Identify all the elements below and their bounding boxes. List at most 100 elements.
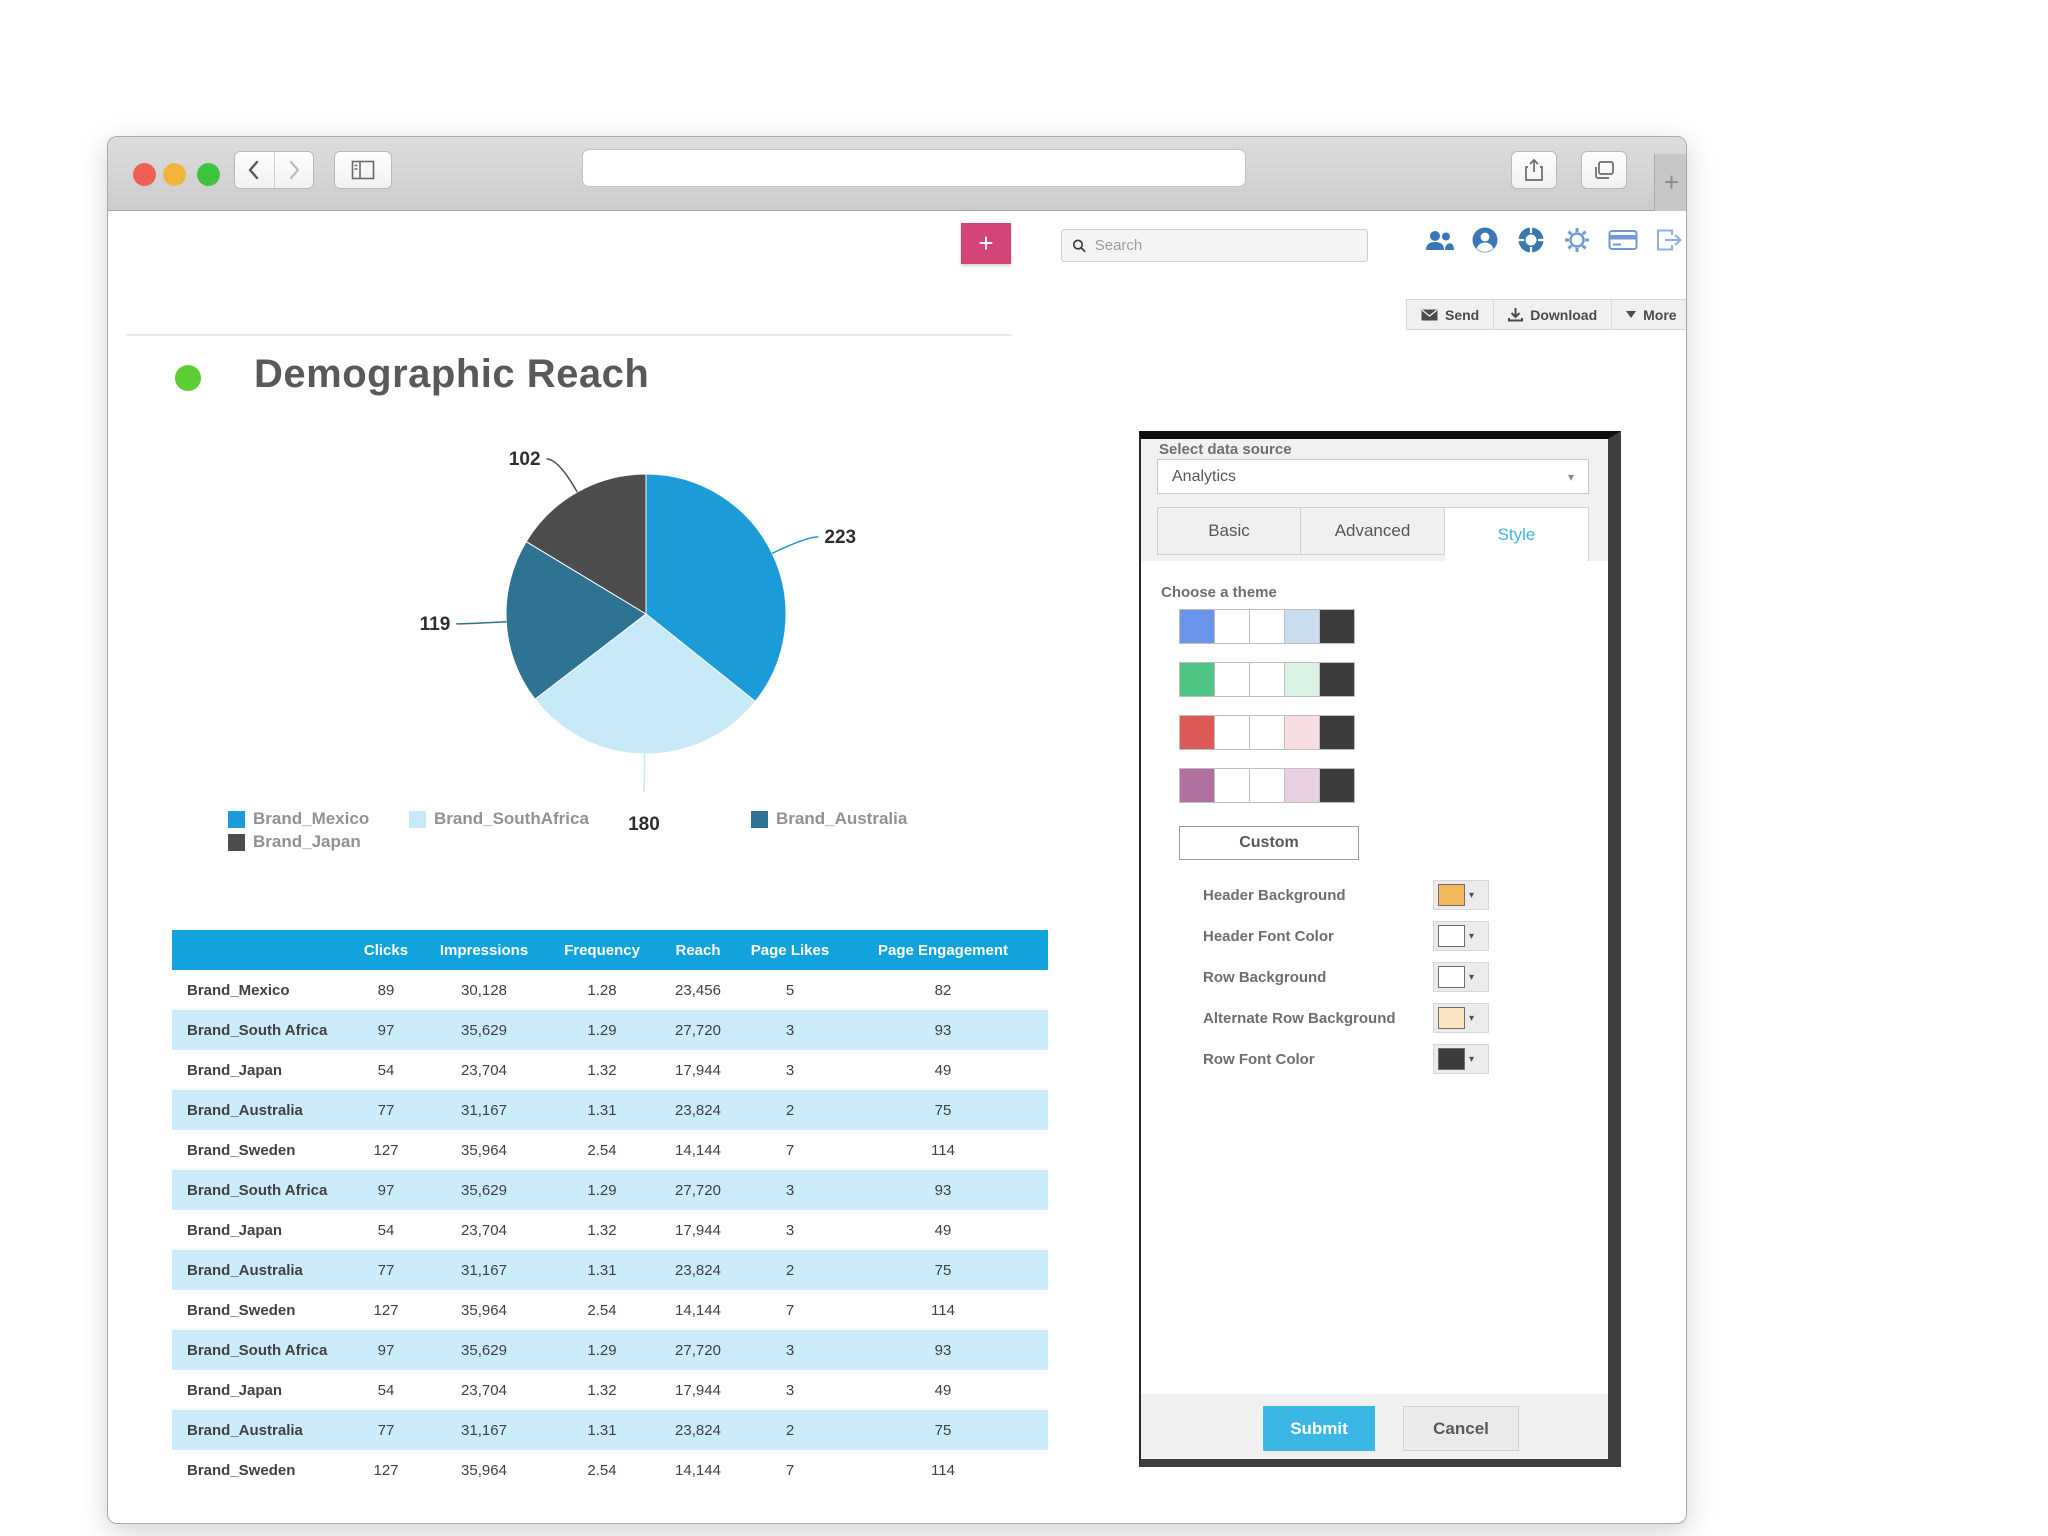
- download-icon: [1508, 308, 1524, 322]
- cancel-button[interactable]: Cancel: [1403, 1406, 1519, 1451]
- cell-value: 2.54: [587, 1461, 617, 1479]
- pie-data-label: 180: [628, 814, 660, 835]
- address-bar[interactable]: [582, 149, 1246, 187]
- download-button[interactable]: Download: [1493, 300, 1611, 329]
- more-label: More: [1643, 306, 1677, 323]
- cell-value: 35,629: [418, 1330, 550, 1370]
- row-label: Brand_South Africa: [172, 1010, 354, 1050]
- color-picker-header-background[interactable]: ▾: [1433, 880, 1489, 910]
- chevron-down-icon: ▾: [1469, 971, 1475, 983]
- tab-advanced[interactable]: Advanced: [1301, 507, 1445, 555]
- picker-row: Header Background ▾: [1141, 879, 1608, 920]
- legend-item-Brand_SouthAfrica[interactable]: Brand_SouthAfrica: [409, 809, 589, 829]
- cell-value: 75: [838, 1410, 1048, 1450]
- settings-gear-icon[interactable]: [1562, 225, 1592, 255]
- chevron-down-icon: ▾: [1469, 889, 1475, 901]
- picker-row: Row Font Color ▾: [1141, 1043, 1608, 1084]
- row-label: Brand_Mexico: [187, 981, 290, 999]
- cell-value: 1.31: [550, 1090, 654, 1130]
- new-tab-button[interactable]: +: [1654, 154, 1686, 211]
- show-tabs-button[interactable]: [1581, 151, 1627, 189]
- picker-label: Header Background: [1203, 887, 1346, 904]
- theme-color-swatch: [1179, 609, 1215, 644]
- theme-option-green-theme[interactable]: [1179, 662, 1355, 697]
- browser-chrome: +: [108, 137, 1686, 211]
- zoom-window-button[interactable]: [197, 163, 220, 186]
- pie-slice-Brand_Japan[interactable]: [525, 473, 647, 615]
- billing-card-icon[interactable]: [1608, 225, 1638, 255]
- row-label: Brand_Australia: [172, 1410, 354, 1450]
- close-window-button[interactable]: [133, 163, 156, 186]
- column-header: Reach: [654, 930, 742, 970]
- cell-value: 54: [377, 1381, 395, 1399]
- row-label: Brand_Japan: [187, 1061, 283, 1079]
- table-row: Brand_Mexico 89 30,128 1.28 23,456 5 82: [172, 970, 1048, 1010]
- sidebar-toggle-button[interactable]: [334, 151, 392, 189]
- forward-button[interactable]: [273, 152, 313, 188]
- theme-color-swatch: [1319, 768, 1355, 803]
- add-widget-button[interactable]: +: [961, 223, 1011, 264]
- data-source-select[interactable]: Analytics ▾: [1157, 459, 1589, 494]
- cell-value: 3: [742, 1010, 838, 1050]
- cell-value: 1.29: [550, 1010, 654, 1050]
- browser-window: + +: [107, 136, 1687, 1524]
- status-dot: [175, 365, 201, 391]
- more-button[interactable]: More: [1611, 300, 1686, 329]
- chevron-down-icon: ▾: [1469, 930, 1475, 942]
- data-source-value: Analytics: [1172, 467, 1237, 485]
- legend-swatch: [409, 810, 426, 828]
- tab-style[interactable]: Style: [1445, 507, 1589, 561]
- cell-value: 1.32: [587, 1381, 617, 1399]
- share-button[interactable]: [1511, 151, 1557, 189]
- theme-option-red-theme[interactable]: [1179, 715, 1355, 750]
- cell-value: 30,128: [461, 981, 507, 999]
- nav-button-group: [234, 151, 314, 189]
- chevron-right-icon: [289, 160, 300, 180]
- custom-theme-button[interactable]: Custom: [1179, 826, 1359, 860]
- legend-swatch: [751, 810, 768, 828]
- column-header: Clicks: [354, 930, 418, 970]
- table-row: Brand_Japan 54 23,704 1.32 17,944 3 49: [172, 1370, 1048, 1410]
- cell-value: 93: [838, 1010, 1048, 1050]
- legend-item-Brand_Japan[interactable]: Brand_Japan: [228, 832, 361, 852]
- send-button[interactable]: Send: [1407, 300, 1493, 329]
- table-row: Brand_Sweden 127 35,964 2.54 14,144 7 114: [172, 1130, 1048, 1170]
- chevron-down-icon: ▾: [1567, 469, 1574, 484]
- color-picker-alternate-row-background[interactable]: ▾: [1433, 1003, 1489, 1033]
- pie-slice-Brand_Australia[interactable]: [505, 540, 647, 700]
- theme-color-swatch: [1249, 662, 1285, 697]
- cell-value: 2: [742, 1410, 838, 1450]
- search-input[interactable]: [1094, 237, 1357, 254]
- report-actions: Send Download More: [1406, 299, 1686, 330]
- cell-value: 27,720: [654, 1330, 742, 1370]
- cell-value: 93: [838, 1330, 1048, 1370]
- help-ring-icon[interactable]: [1516, 225, 1546, 255]
- cell-value: 1.28: [587, 981, 617, 999]
- cell-value: 23,704: [461, 1061, 507, 1079]
- submit-button[interactable]: Submit: [1263, 1406, 1375, 1451]
- header-icon-row: [1424, 225, 1684, 255]
- color-picker-row-font-color[interactable]: ▾: [1433, 1044, 1489, 1074]
- user-profile-icon[interactable]: [1470, 225, 1500, 255]
- legend-swatch: [228, 833, 245, 851]
- pie-legend: Brand_Mexico Brand_SouthAfrica Brand_Austr…: [228, 809, 948, 855]
- back-button[interactable]: [235, 152, 274, 188]
- cell-value: 114: [931, 1301, 955, 1319]
- minimize-window-button[interactable]: [163, 163, 186, 186]
- legend-item-Brand_Australia[interactable]: Brand_Australia: [751, 809, 907, 829]
- theme-color-swatch: [1179, 768, 1215, 803]
- theme-color-swatch: [1249, 609, 1285, 644]
- cell-value: 1.31: [550, 1250, 654, 1290]
- logout-icon[interactable]: [1654, 225, 1684, 255]
- color-picker-header-font-color[interactable]: ▾: [1433, 921, 1489, 951]
- theme-option-purple-theme[interactable]: [1179, 768, 1355, 803]
- cell-value: 3: [785, 1221, 795, 1239]
- users-icon[interactable]: [1424, 225, 1454, 255]
- picker-label: Header Font Color: [1203, 928, 1334, 945]
- legend-item-Brand_Mexico[interactable]: Brand_Mexico: [228, 809, 369, 829]
- tab-basic[interactable]: Basic: [1157, 507, 1301, 555]
- cell-value: 127: [373, 1461, 399, 1479]
- cell-value: 1.29: [550, 1330, 654, 1370]
- color-picker-row-background[interactable]: ▾: [1433, 962, 1489, 992]
- theme-option-blue-theme[interactable]: [1179, 609, 1355, 644]
